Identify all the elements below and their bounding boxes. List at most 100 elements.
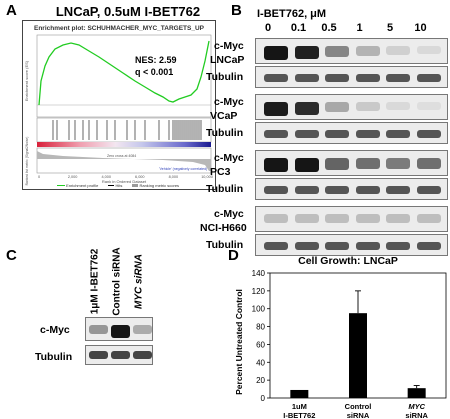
myc-band [325, 214, 349, 224]
tubulin-blot-lncap [255, 66, 448, 88]
panel-c-myc-blot [85, 317, 153, 341]
panel-c-letter: C [6, 247, 17, 264]
myc-band [386, 102, 410, 111]
target-label: c-Myc [214, 96, 244, 108]
cell-line-label: PC3 [210, 166, 231, 178]
panel-b-header: I-BET762, μM [257, 8, 327, 20]
legend-metric: Ranking metric scores [132, 183, 179, 188]
x-category-label: 1uM [292, 402, 307, 411]
tubulin-band [355, 130, 380, 138]
tubulin-band [325, 74, 349, 82]
tubulin-band [416, 74, 441, 82]
legend-hits-swatch [108, 184, 115, 186]
cell-line-label: VCaP [210, 110, 238, 122]
concentration-label: 0.5 [321, 22, 337, 34]
y-tick-label: 60 [256, 340, 265, 349]
tubulin-band [325, 130, 349, 138]
hits-area [36, 117, 212, 143]
chart-y-ticks: 0 20 40 60 80 100 120 140 [252, 269, 270, 403]
myc-band [386, 46, 410, 55]
gsea-svg: Enrichment plot: SCHUHMACHER_MYC_TARGETS… [24, 25, 213, 185]
panel-c-loading-label: Tubulin [35, 351, 73, 363]
tubulin-band [386, 186, 410, 194]
tubulin-band [264, 242, 288, 250]
tubulin-band [294, 186, 319, 194]
rank-tick-label: 2,000 [68, 175, 78, 179]
tubulin-band [355, 74, 380, 82]
tubulin-band [325, 186, 349, 194]
tubulin-band [294, 74, 319, 82]
tubulin-band [416, 186, 441, 194]
target-label: c-Myc [214, 208, 244, 220]
panel-c-target-label: c-Myc [40, 324, 70, 336]
rank-axis-label: Rank in Ordered Dataset [102, 179, 147, 184]
panel-b-letter: B [231, 2, 242, 19]
myc-band [294, 102, 319, 116]
zero-cross-label: Zero cross at 4084 [107, 154, 136, 158]
loading-label: Tubulin [206, 127, 244, 139]
panel-a-letter: A [6, 2, 17, 19]
rank-x-ticks: 0 2,000 4,000 6,000 8,000 10,000 [38, 175, 213, 179]
target-label: c-Myc [214, 152, 244, 164]
tubulin-band [264, 186, 288, 194]
panel-c-myc-band [111, 325, 130, 338]
gsea-plot: Enrichment plot: SCHUHMACHER_MYC_TARGETS… [22, 20, 216, 190]
concentration-label: 0.1 [290, 22, 307, 34]
y-tick-label: 40 [256, 358, 265, 367]
loading-label: Tubulin [206, 71, 244, 83]
concentration-label: 0 [264, 22, 272, 34]
panel-c-tubulin-band [133, 351, 152, 359]
myc-band [325, 158, 349, 170]
bar [407, 388, 426, 398]
tubulin-band [264, 130, 288, 138]
tubulin-band [386, 130, 410, 138]
gsea-legend: Enrichment profile Hits Ranking metric s… [22, 181, 214, 189]
panel-d-letter: D [228, 247, 239, 264]
panel-c-tubulin-band [111, 351, 130, 359]
es-axis-label: Enrichment score (ES) [24, 60, 29, 101]
rank-gradient-band [37, 142, 211, 147]
y-tick-label: 80 [256, 323, 265, 332]
tubulin-band [294, 130, 319, 138]
myc-band [264, 102, 288, 116]
y-tick-label: 100 [252, 305, 266, 314]
x-category-label: I-BET762 [283, 411, 315, 419]
panel-c-myc-band [89, 325, 108, 335]
tubulin-band [325, 242, 349, 250]
myc-band [325, 102, 349, 112]
myc-band [355, 102, 380, 111]
legend-profile: Enrichment profile [56, 183, 98, 188]
panel-c-lane-label: Control siRNA [111, 247, 123, 316]
chart-ylabel: Percent Untreated Control [234, 289, 244, 395]
legend-metric-label: Ranking metric scores [139, 182, 180, 188]
tubulin-blot-vcap [255, 122, 448, 144]
myc-blot-vcap [255, 94, 448, 120]
tubulin-band [355, 186, 380, 194]
nes-text: NES: 2.59 [135, 55, 177, 65]
myc-band [294, 214, 319, 224]
myc-band [264, 214, 288, 224]
legend-hits-label: Hits [115, 182, 123, 188]
loading-label: Tubulin [206, 183, 244, 195]
legend-hits: Hits [108, 183, 122, 188]
panel-c-myc-band [133, 325, 152, 334]
myc-band [416, 214, 441, 224]
concentration-label: 10 [414, 22, 427, 34]
legend-metric-swatch [132, 183, 139, 187]
target-label: c-Myc [214, 40, 244, 52]
myc-band [416, 158, 441, 170]
myc-band [294, 46, 319, 60]
myc-blot-pc3 [255, 150, 448, 176]
gsea-header: Enrichment plot: SCHUHMACHER_MYC_TARGETS… [34, 25, 205, 32]
cell-line-label: NCI-H660 [200, 222, 247, 234]
tubulin-blot-pc3 [255, 178, 448, 200]
enrichment-profile-line [38, 40, 210, 106]
rank-tick-label: 10,000 [201, 175, 213, 179]
myc-band [416, 46, 441, 55]
myc-blot-lncap [255, 38, 448, 64]
concentration-label: 5 [386, 22, 394, 34]
chart-title: Cell Growth: LNCaP [298, 255, 398, 267]
growth-bar-chart: Cell Growth: LNCaP Percent Untreated Con… [234, 255, 447, 419]
negative-label: 'Vehicle' (negatively correlated) [159, 167, 207, 171]
